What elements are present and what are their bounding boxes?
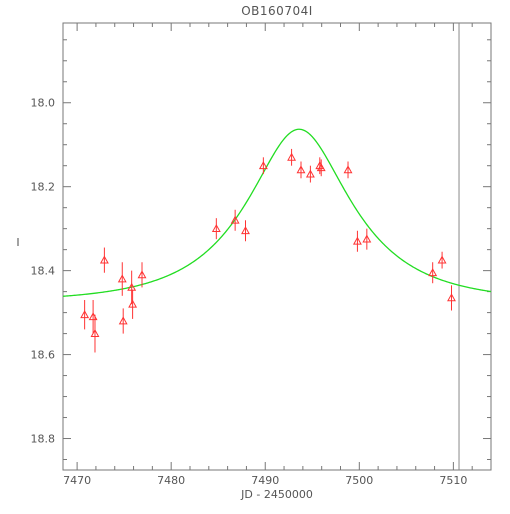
- y-axis-label: I: [16, 236, 19, 249]
- triangle-marker: [80, 310, 90, 319]
- data-points-layer: [80, 148, 456, 353]
- data-point: [90, 314, 100, 353]
- data-point: [287, 148, 297, 166]
- triangle-marker: [352, 236, 362, 245]
- data-point: [428, 262, 438, 284]
- y-tick-label: 18.6: [31, 349, 56, 362]
- data-point: [241, 220, 250, 242]
- data-point: [80, 300, 90, 330]
- data-point: [352, 230, 362, 252]
- y-tick-label: 18.4: [31, 265, 56, 278]
- triangle-marker: [437, 255, 447, 264]
- triangle-marker: [287, 152, 297, 161]
- chart-title: OB160704I: [241, 4, 313, 18]
- triangle-marker: [90, 328, 100, 337]
- x-axis-label: JD - 2450000: [240, 488, 313, 501]
- triangle-marker: [230, 215, 240, 224]
- data-point: [258, 157, 268, 175]
- triangle-marker: [211, 224, 221, 233]
- triangle-marker: [117, 274, 127, 283]
- triangle-marker: [128, 299, 138, 308]
- y-tick-label: 18.8: [31, 433, 56, 446]
- triangle-marker: [241, 226, 250, 235]
- triangle-marker: [296, 165, 306, 174]
- plot-frame: [62, 22, 492, 471]
- data-point: [211, 218, 221, 240]
- data-point: [128, 289, 138, 319]
- x-tick-label: 7500: [345, 474, 373, 487]
- triangle-marker: [362, 234, 372, 243]
- triangle-marker: [316, 163, 326, 172]
- y-tick-label: 18.0: [31, 97, 56, 110]
- data-point: [437, 251, 447, 269]
- data-point: [117, 262, 127, 296]
- triangle-marker: [447, 293, 456, 302]
- x-tick-label: 7510: [439, 474, 467, 487]
- x-tick-label: 7470: [63, 474, 91, 487]
- x-tick-label: 7490: [251, 474, 279, 487]
- axis-ticks: 7470 7480 7490 7500 7510 18.0 18.2 18.4 18.6 18.8: [31, 23, 492, 487]
- triangle-marker: [343, 165, 353, 174]
- model-curve-layer: [62, 128, 492, 297]
- triangle-marker: [127, 282, 137, 291]
- triangle-marker: [428, 268, 438, 277]
- data-point: [447, 285, 456, 311]
- triangle-marker: [258, 161, 268, 170]
- data-point: [343, 161, 353, 179]
- data-point: [305, 165, 315, 183]
- data-point: [99, 247, 109, 273]
- x-tick-label: 7480: [157, 474, 185, 487]
- y-tick-label: 18.2: [31, 181, 56, 194]
- data-point: [316, 159, 326, 177]
- data-point: [137, 262, 147, 288]
- data-point: [296, 161, 306, 179]
- triangle-marker: [99, 255, 109, 264]
- model-fit-curve: [62, 128, 492, 297]
- triangle-marker: [305, 169, 315, 178]
- data-point: [127, 270, 137, 305]
- data-point: [362, 228, 372, 250]
- triangle-marker: [118, 316, 128, 325]
- data-point: [118, 308, 128, 334]
- data-point: [230, 209, 240, 231]
- triangle-marker: [137, 270, 147, 279]
